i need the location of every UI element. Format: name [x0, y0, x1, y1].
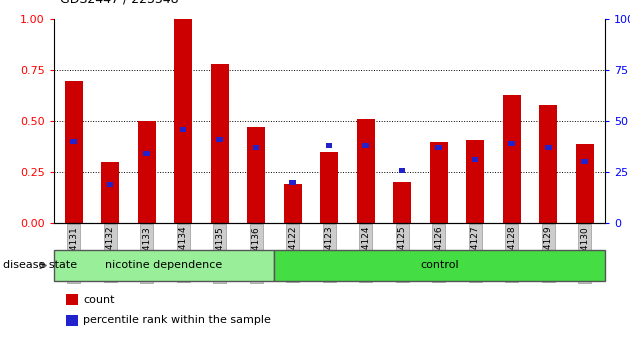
Bar: [137, 121, 156, 223]
Bar: [289, 180, 296, 185]
Bar: [576, 144, 594, 223]
Bar: [435, 145, 442, 150]
Bar: [144, 151, 150, 156]
Bar: [284, 184, 302, 223]
Bar: [253, 145, 260, 150]
Bar: [320, 152, 338, 223]
Bar: [362, 143, 369, 148]
Bar: [107, 182, 113, 187]
Bar: [101, 162, 119, 223]
Bar: [357, 119, 375, 223]
Text: GDS2447 / 223348: GDS2447 / 223348: [60, 0, 178, 5]
Bar: [545, 145, 551, 150]
Text: percentile rank within the sample: percentile rank within the sample: [83, 315, 272, 325]
Bar: [393, 182, 411, 223]
Bar: [216, 137, 223, 142]
Text: nicotine dependence: nicotine dependence: [105, 261, 222, 270]
Bar: [581, 159, 588, 165]
Bar: [54, 250, 274, 281]
Text: control: control: [420, 261, 459, 270]
Bar: [180, 127, 186, 132]
Bar: [503, 95, 521, 223]
Bar: [174, 19, 192, 223]
Bar: [466, 139, 484, 223]
Bar: [210, 64, 229, 223]
Text: count: count: [83, 295, 115, 305]
Bar: [539, 105, 558, 223]
Bar: [508, 141, 515, 146]
Bar: [430, 142, 448, 223]
Bar: [66, 315, 78, 326]
Text: disease state: disease state: [3, 261, 77, 270]
Bar: [66, 294, 78, 305]
Bar: [472, 158, 479, 162]
Bar: [247, 127, 265, 223]
Bar: [399, 167, 406, 173]
Bar: [326, 143, 333, 148]
Bar: [64, 81, 83, 223]
Bar: [71, 139, 77, 144]
Bar: [274, 250, 605, 281]
